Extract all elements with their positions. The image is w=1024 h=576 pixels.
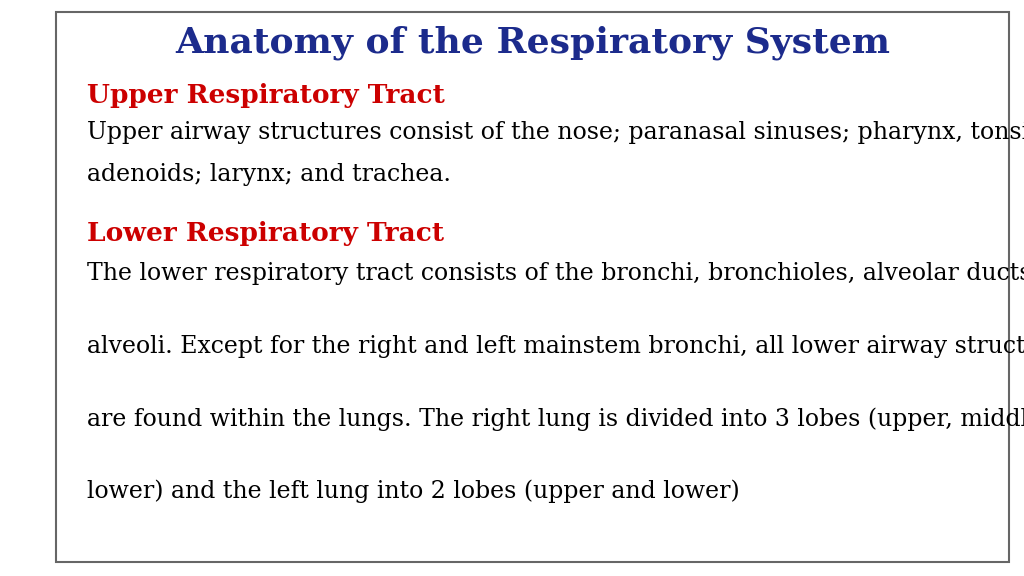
Text: alveoli. Except for the right and left mainstem bronchi, all lower airway struct: alveoli. Except for the right and left m…	[87, 335, 1024, 358]
Text: adenoids; larynx; and trachea.: adenoids; larynx; and trachea.	[87, 163, 451, 186]
Text: are found within the lungs. The right lung is divided into 3 lobes (upper, middl: are found within the lungs. The right lu…	[87, 407, 1024, 430]
Text: lower) and the left lung into 2 lobes (upper and lower): lower) and the left lung into 2 lobes (u…	[87, 480, 739, 503]
Text: Lower Respiratory Tract: Lower Respiratory Tract	[87, 221, 444, 246]
Text: The lower respiratory tract consists of the bronchi, bronchioles, alveolar ducts: The lower respiratory tract consists of …	[87, 262, 1024, 285]
Text: Upper airway structures consist of the nose; paranasal sinuses; pharynx, tonsils: Upper airway structures consist of the n…	[87, 121, 1024, 144]
Text: Anatomy of the Respiratory System: Anatomy of the Respiratory System	[175, 26, 890, 60]
Text: Upper Respiratory Tract: Upper Respiratory Tract	[87, 82, 444, 108]
